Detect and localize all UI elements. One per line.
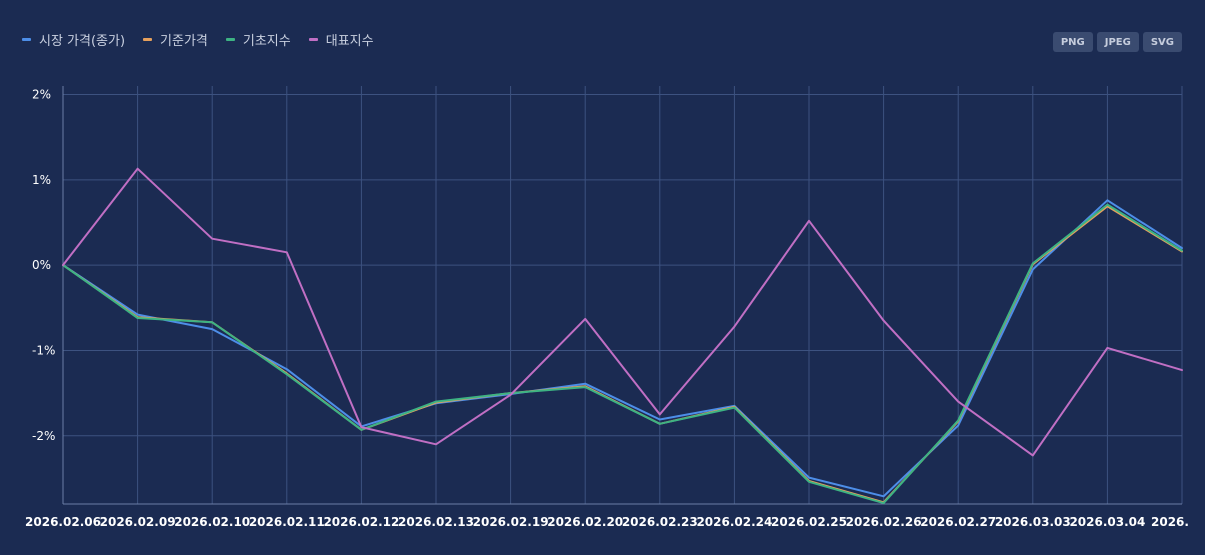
x-tick-label: 2026.02.20 bbox=[547, 515, 623, 529]
legend-label: 대표지수 bbox=[325, 34, 374, 49]
y-axis: 2% 1% 0% -1% -2% bbox=[32, 88, 55, 443]
x-tick-label: 2026.02.06 bbox=[25, 515, 101, 529]
legend-swatch bbox=[308, 38, 318, 41]
legend-swatch bbox=[225, 38, 235, 41]
y-tick-label: 1% bbox=[32, 173, 51, 187]
legend-item[interactable]: 기초지수 bbox=[225, 30, 291, 49]
grid bbox=[62, 86, 1183, 505]
x-tick-label: 2026. bbox=[1151, 515, 1189, 529]
y-tick-label: 0% bbox=[32, 258, 51, 272]
x-tick-label: 2026.02.10 bbox=[174, 515, 250, 529]
x-tick-label: 2026.02.23 bbox=[622, 515, 698, 529]
legend-swatch bbox=[143, 38, 153, 41]
y-tick-label: -1% bbox=[32, 343, 55, 357]
x-axis: 2026.02.062026.02.092026.02.102026.02.11… bbox=[25, 515, 1189, 529]
x-tick-label: 2026.02.09 bbox=[100, 515, 176, 529]
export-png-button[interactable]: PNG bbox=[1052, 32, 1093, 52]
legend-label: 시장 가격(종가) bbox=[39, 34, 126, 49]
x-tick-label: 2026.02.19 bbox=[473, 515, 549, 529]
chart-legend: 시장 가격(종가) 기준가격 기초지수 대표지수 bbox=[22, 30, 374, 49]
series-lines bbox=[62, 167, 1183, 505]
export-toolbar: PNG JPEG SVG bbox=[1052, 32, 1182, 52]
x-tick-label: 2026.03.03 bbox=[995, 515, 1071, 529]
y-tick-label: -2% bbox=[32, 429, 55, 443]
y-tick-label: 2% bbox=[32, 88, 51, 102]
legend-label: 기초지수 bbox=[242, 34, 291, 49]
x-tick-label: 2026.02.26 bbox=[846, 515, 922, 529]
series-line bbox=[62, 167, 1183, 457]
legend-item[interactable]: 기준가격 bbox=[143, 30, 208, 49]
export-svg-button[interactable]: SVG bbox=[1142, 32, 1182, 52]
x-tick-label: 2026.02.24 bbox=[696, 515, 772, 529]
series-line bbox=[62, 203, 1183, 505]
x-tick-label: 2026.03.04 bbox=[1069, 515, 1145, 529]
x-tick-label: 2026.02.11 bbox=[249, 515, 325, 529]
series-line bbox=[62, 205, 1183, 504]
x-tick-label: 2026.02.25 bbox=[771, 515, 847, 529]
series-line bbox=[62, 199, 1183, 498]
x-tick-label: 2026.02.12 bbox=[323, 515, 399, 529]
legend-item[interactable]: 시장 가격(종가) bbox=[22, 30, 125, 49]
x-tick-label: 2026.02.27 bbox=[920, 515, 996, 529]
legend-swatch bbox=[22, 38, 31, 41]
x-tick-label: 2026.02.13 bbox=[398, 515, 474, 529]
export-jpeg-button[interactable]: JPEG bbox=[1096, 32, 1139, 52]
legend-label: 기준가격 bbox=[160, 34, 208, 49]
legend-item[interactable]: 대표지수 bbox=[308, 30, 374, 49]
